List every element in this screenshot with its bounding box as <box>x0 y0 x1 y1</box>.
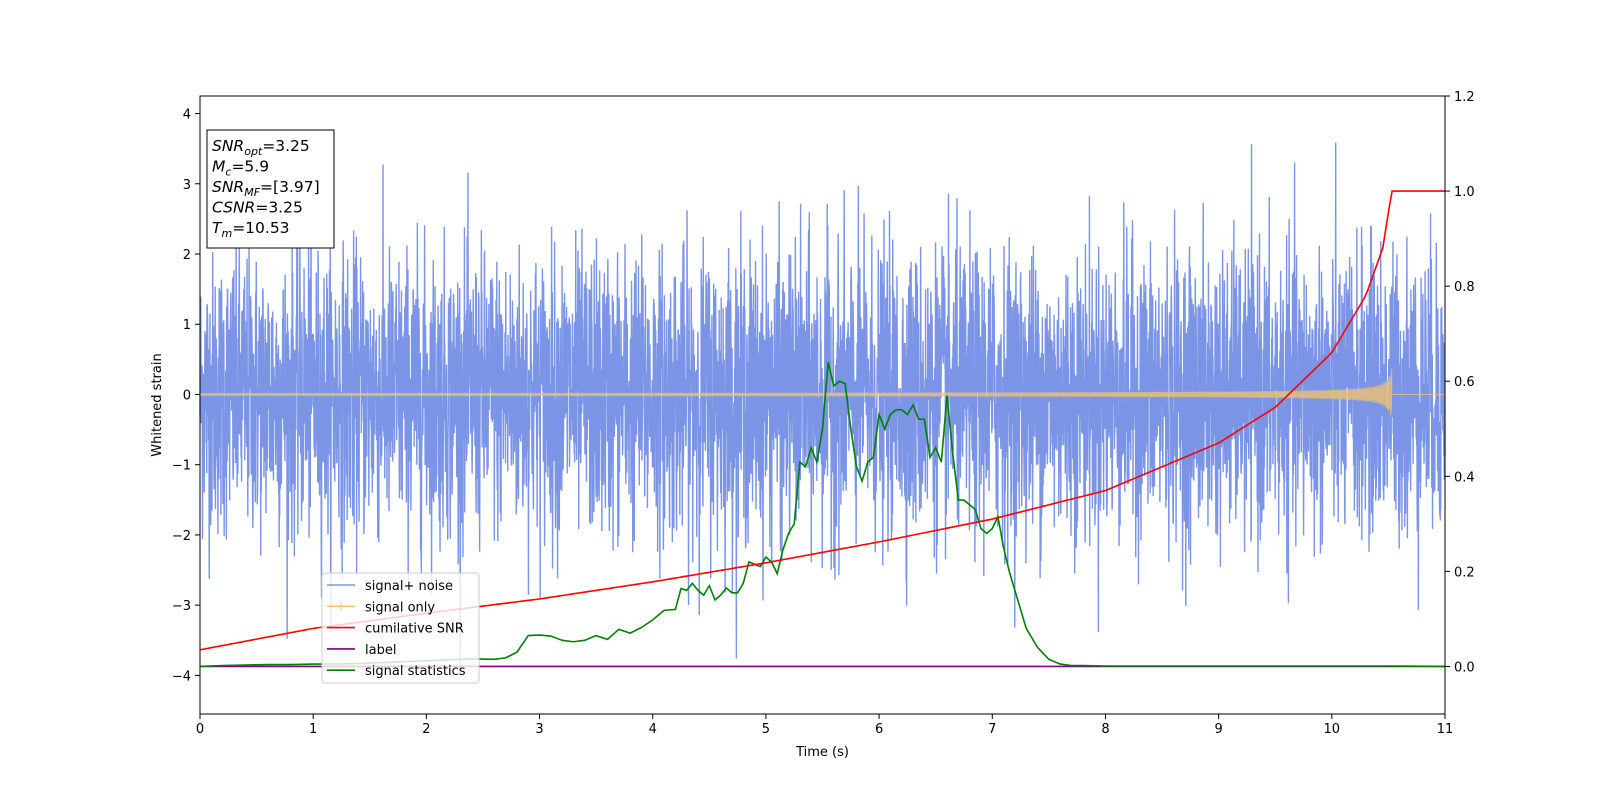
y-tick-label: 4 <box>183 108 191 123</box>
y-axis-right: 1.2 1.0 0.8 0.6 0.4 0.2 0.0 <box>1445 90 1475 675</box>
legend-label: cumilative SNR <box>365 622 464 637</box>
annotation-frame <box>206 129 335 249</box>
y-right-tick-label: 1.0 <box>1454 185 1475 200</box>
signal-only-line <box>199 368 1445 416</box>
legend-label: signal+ noise <box>365 579 453 594</box>
plot-frame <box>199 95 1446 715</box>
legend-label: signal statistics <box>365 664 466 679</box>
x-tick-label: 9 <box>1214 722 1222 737</box>
x-tick-label: 4 <box>649 722 657 737</box>
x-tick-label: 1 <box>309 722 317 737</box>
y-axis-label: Whitened strain <box>150 353 165 456</box>
series-signal-noise <box>199 142 1446 677</box>
x-tick-label: 10 <box>1324 722 1341 737</box>
annotation-line: CSNR=3.25 <box>212 199 303 217</box>
x-axis: 0 1 2 3 4 5 6 7 8 9 10 11 <box>196 714 1453 737</box>
x-tick-label: 6 <box>875 722 883 737</box>
y-tick-label: −3 <box>172 599 191 614</box>
annotation-line: SNRopt=3.25 <box>212 137 310 158</box>
legend: signal+ noise signal only cumilative SNR la… <box>321 572 480 684</box>
y-right-tick-label: 0.2 <box>1454 565 1475 580</box>
x-tick-label: 7 <box>988 722 996 737</box>
y-tick-label: 1 <box>183 318 191 333</box>
y-tick-label: −2 <box>172 529 191 544</box>
y-tick-label: 2 <box>183 248 191 263</box>
series-signal-only <box>199 368 1445 416</box>
y-tick-label: 0 <box>183 388 191 403</box>
y-right-tick-label: 1.2 <box>1454 90 1475 105</box>
y-right-tick-label: 0.8 <box>1454 280 1475 295</box>
x-tick-label: 3 <box>535 722 543 737</box>
annotation-line: SNRMF=[3.97] <box>212 178 320 199</box>
x-tick-label: 2 <box>422 722 430 737</box>
y-right-tick-label: 0.0 <box>1454 660 1475 675</box>
x-tick-label: 5 <box>762 722 770 737</box>
annotation-line: Mc=5.9 <box>212 158 269 179</box>
y-tick-label: −4 <box>172 669 191 684</box>
annotation-line: Tm=10.53 <box>212 219 290 240</box>
legend-label: signal only <box>365 600 435 615</box>
y-axis-left: 4 3 2 1 0 −1 −2 −3 −4 <box>172 108 200 684</box>
x-tick-label: 11 <box>1437 722 1454 737</box>
y-tick-label: −1 <box>172 459 191 474</box>
y-right-tick-label: 0.6 <box>1454 375 1475 390</box>
x-axis-label: Time (s) <box>795 745 849 760</box>
y-tick-label: 3 <box>183 178 191 193</box>
x-tick-label: 8 <box>1101 722 1109 737</box>
x-tick-label: 0 <box>196 722 204 737</box>
legend-frame <box>321 572 480 684</box>
y-right-tick-label: 0.4 <box>1454 470 1475 485</box>
signal-noise-line <box>199 142 1446 677</box>
legend-label: label <box>365 643 396 658</box>
